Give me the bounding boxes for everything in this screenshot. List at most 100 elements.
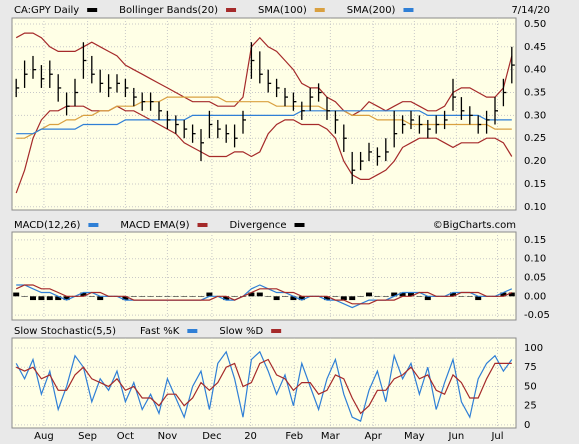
y-tick-label: 0: [524, 420, 530, 431]
y-tick-label: 0.40: [524, 65, 546, 76]
x-tick-label: Aug: [34, 431, 54, 442]
y-tick-label: 75: [524, 362, 537, 373]
y-tick-label: 100: [524, 343, 543, 354]
source-label: ©BigCharts.com: [433, 220, 516, 231]
y-tick-label: 0.15: [524, 179, 546, 190]
divergence-bar: [46, 296, 53, 301]
divergence-bar: [290, 296, 297, 301]
y-tick-label: 0.05: [524, 273, 546, 284]
divergence-bar: [256, 292, 263, 297]
divergence-bar: [248, 292, 255, 297]
series-line: [16, 284, 513, 309]
divergence-bar: [88, 296, 95, 297]
divergence-bar: [206, 292, 213, 297]
x-tick-label: Feb: [285, 431, 303, 442]
divergence-bar: [122, 296, 129, 301]
series-line: [15, 32, 513, 117]
series-line: [15, 284, 513, 305]
divergence-bar: [366, 292, 372, 297]
x-tick-label: Nov: [158, 431, 178, 442]
date-label: 7/14/20: [511, 5, 550, 16]
divergence-bar: [130, 296, 137, 297]
divergence-bar: [181, 296, 188, 297]
y-tick-label: 25: [524, 401, 537, 412]
legend-swatch: [403, 8, 414, 12]
x-tick-label: Dec: [202, 431, 221, 442]
y-tick-label: -0.05: [524, 310, 550, 321]
divergence-bar: [231, 296, 238, 297]
series-line: [15, 358, 512, 415]
divergence-bar: [332, 296, 339, 297]
divergence-bar: [424, 296, 431, 301]
divergence-bar: [282, 296, 288, 297]
divergence-bar: [382, 296, 389, 297]
legend-swatch: [314, 8, 325, 12]
divergence-bar: [13, 292, 20, 297]
legend-swatch: [294, 223, 305, 227]
divergence-bar: [416, 296, 423, 297]
series-line: [16, 96, 512, 139]
divergence-bar: [139, 296, 146, 297]
divergence-bar: [399, 292, 406, 297]
legend-swatch: [197, 223, 208, 227]
x-tick-label: Jul: [490, 431, 503, 442]
y-tick-label: 0.50: [524, 19, 546, 30]
divergence-bar: [147, 296, 154, 297]
divergence-bar: [357, 296, 364, 297]
divergence-bar: [55, 296, 62, 301]
divergence-bar: [30, 296, 36, 301]
divergence-bar: [164, 296, 171, 297]
x-tick-label: Mar: [321, 431, 341, 442]
x-tick-label: May: [404, 431, 425, 442]
y-tick-label: 0.30: [524, 110, 546, 121]
x-tick-label: Jun: [448, 431, 465, 442]
series-line: [15, 105, 513, 194]
legend-label: SMA(100): [258, 5, 307, 16]
x-tick-label: Apr: [365, 431, 383, 442]
divergence-bar: [458, 296, 465, 297]
divergence-bar: [374, 296, 381, 297]
y-tick-label: 0.25: [524, 133, 546, 144]
series-line: [16, 110, 512, 135]
legend-swatch: [88, 223, 99, 227]
divergence-bar: [189, 296, 196, 297]
x-tick-label: Oct: [117, 431, 134, 442]
divergence-bar: [450, 292, 456, 297]
divergence-bar: [223, 296, 230, 301]
legend-label: SMA(200): [347, 5, 396, 16]
y-tick-label: 0.35: [524, 88, 546, 99]
divergence-bar: [38, 296, 45, 301]
legend-swatch: [226, 8, 237, 12]
divergence-bar: [80, 292, 87, 297]
divergence-bar: [273, 296, 280, 301]
divergence-bar: [265, 296, 272, 297]
divergence-bar: [324, 296, 330, 301]
y-tick-label: 0.20: [524, 156, 546, 167]
divergence-bar: [391, 292, 398, 297]
legend-swatch: [271, 329, 282, 333]
divergence-bar: [500, 292, 507, 297]
divergence-bar: [63, 296, 70, 301]
y-tick-label: 50: [524, 381, 537, 392]
x-tick-label: 20: [244, 431, 257, 442]
y-tick-label: 0.15: [524, 235, 546, 246]
divergence-bar: [466, 296, 473, 297]
divergence-bar: [97, 296, 104, 301]
divergence-bar: [349, 296, 356, 301]
panel-title: Slow Stochastic(5,5): [14, 326, 116, 337]
legend-label: MACD(12,26): [14, 220, 81, 231]
y-tick-label: 0.00: [524, 291, 546, 302]
price-panel: [11, 17, 517, 211]
divergence-bar: [21, 296, 28, 297]
y-tick-label: 0.45: [524, 42, 546, 53]
legend-swatch: [187, 329, 198, 333]
divergence-bar: [408, 292, 414, 297]
legend-swatch: [87, 8, 98, 12]
y-tick-label: 0.10: [524, 202, 546, 213]
legend-label: MACD EMA(9): [120, 220, 189, 231]
divergence-bar: [475, 296, 482, 301]
divergence-bar: [172, 296, 179, 297]
macd-panel: [11, 231, 517, 321]
y-tick-label: 0.10: [524, 254, 546, 265]
